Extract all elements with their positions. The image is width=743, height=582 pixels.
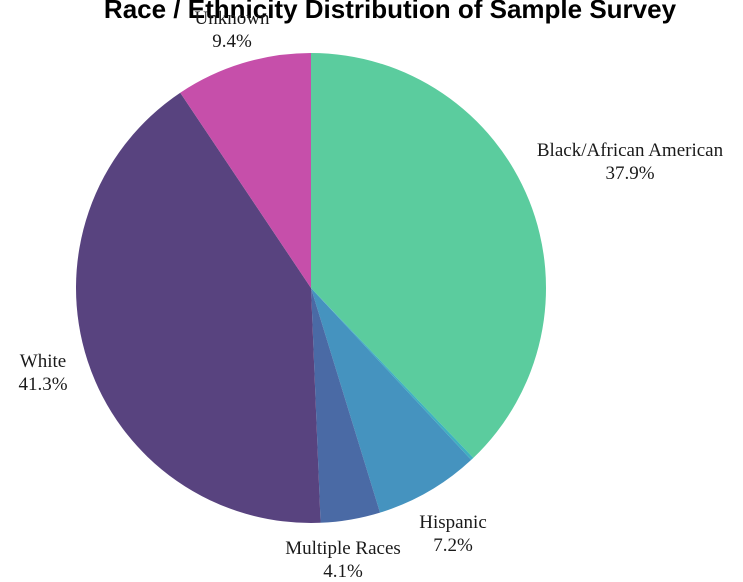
chart-title: Race / Ethnicity Distribution of Sample … bbox=[104, 0, 677, 24]
slice-value-black-african-american: 37.9% bbox=[605, 163, 654, 184]
slice-value-hispanic: 7.2% bbox=[433, 535, 473, 556]
pie-slice-multiple-races bbox=[311, 288, 381, 523]
slice-value-multiple-races: 4.1% bbox=[323, 561, 363, 582]
slice-label-black-african-american: Black/African American bbox=[537, 140, 724, 161]
pie-slice-black-african-american bbox=[311, 53, 547, 458]
pie-slice-unlabeled bbox=[311, 288, 474, 460]
pie-slices bbox=[76, 53, 547, 523]
slice-value-white: 41.3% bbox=[18, 374, 67, 395]
slice-value-unknown: 9.4% bbox=[212, 31, 252, 52]
slice-label-multiple-races: Multiple Races bbox=[285, 538, 401, 559]
slice-label-white: White bbox=[20, 351, 66, 372]
pie-slice-hispanic bbox=[311, 288, 472, 513]
slice-label-unknown: Unknown bbox=[195, 8, 270, 29]
pie-slice-white bbox=[76, 92, 321, 523]
pie-slice-unknown bbox=[180, 53, 311, 288]
slice-label-hispanic: Hispanic bbox=[419, 512, 487, 533]
